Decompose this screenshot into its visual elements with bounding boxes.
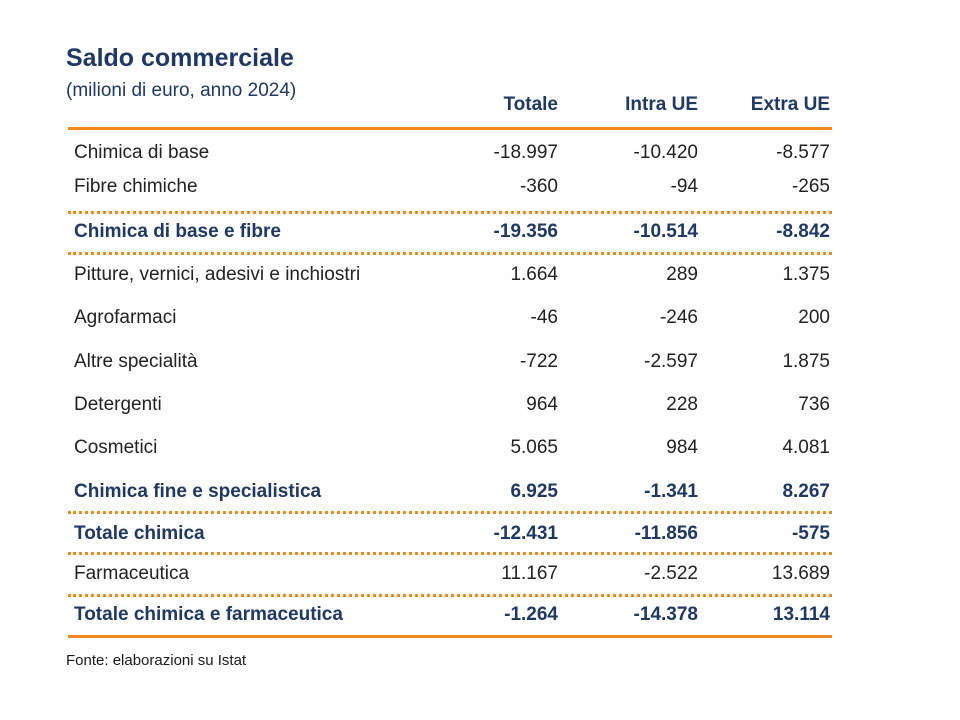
cell-totale: -360 [519,176,558,197]
cell-intra-ue: -1.341 [644,481,698,502]
row-label: Altre specialità [74,351,198,372]
cell-totale: 11.167 [501,563,558,584]
row-divider [68,511,832,514]
column-header-intra-ue: Intra UE [625,94,698,115]
cell-extra-ue: -8.577 [776,142,830,163]
cell-extra-ue: 8.267 [782,481,830,502]
cell-totale: 1.664 [510,264,558,285]
cell-totale: -19.356 [493,221,558,242]
row-divider [68,252,832,255]
row-label: Pitture, vernici, adesivi e inchiostri [74,264,361,285]
cell-intra-ue: -14.378 [633,604,698,625]
cell-intra-ue: -2.522 [644,563,698,584]
cell-intra-ue: -10.514 [633,221,698,242]
cell-totale: -722 [519,351,558,372]
row-divider [68,552,832,555]
cell-intra-ue: -2.597 [644,351,698,372]
cell-totale: 5.065 [510,437,558,458]
cell-extra-ue: 13.114 [772,604,830,625]
row-divider [68,211,832,214]
row-divider [68,594,832,597]
row-label: Agrofarmaci [74,307,177,328]
column-header-extra-ue: Extra UE [750,94,830,115]
row-label-subtotal: Chimica di base e fibre [74,221,281,242]
page-subtitle: (milioni di euro, anno 2024) [66,80,297,101]
cell-intra-ue: 984 [666,437,698,458]
cell-extra-ue: 4.081 [782,437,830,458]
cell-extra-ue: 1.875 [782,351,830,372]
row-label-subtotal: Chimica fine e specialistica [74,481,322,502]
cell-extra-ue: 736 [798,394,830,415]
row-label: Cosmetici [74,437,158,458]
cell-extra-ue: 1.375 [782,264,830,285]
cell-extra-ue: -8.842 [776,221,830,242]
row-label: Farmaceutica [74,563,190,584]
cell-intra-ue: 289 [666,264,698,285]
cell-intra-ue: -94 [670,176,698,197]
cell-totale: -18.997 [493,142,558,163]
cell-extra-ue: 200 [798,307,830,328]
cell-totale: 6.925 [510,481,558,502]
cell-intra-ue: 228 [666,394,698,415]
row-label: Fibre chimiche [74,176,198,197]
table-bottom-divider [68,635,832,638]
source-note: Fonte: elaborazioni su Istat [66,652,247,669]
column-header-totale: Totale [503,94,558,115]
cell-totale: -46 [530,307,558,328]
cell-intra-ue: -11.856 [634,523,698,544]
row-label-grand-total: Totale chimica e farmaceutica [74,604,343,625]
cell-intra-ue: -10.420 [633,142,698,163]
page-title: Saldo commerciale [66,44,294,72]
cell-extra-ue: -265 [791,176,830,197]
cell-totale: 964 [526,394,558,415]
cell-intra-ue: -246 [659,307,698,328]
row-label-total: Totale chimica [74,523,205,544]
cell-totale: -1.264 [504,604,558,625]
cell-extra-ue: -575 [791,523,830,544]
header-divider [68,127,832,130]
cell-totale: -12.431 [493,523,558,544]
cell-extra-ue: 13.689 [771,563,830,584]
row-label: Chimica di base [74,142,210,163]
row-label: Detergenti [74,394,162,415]
